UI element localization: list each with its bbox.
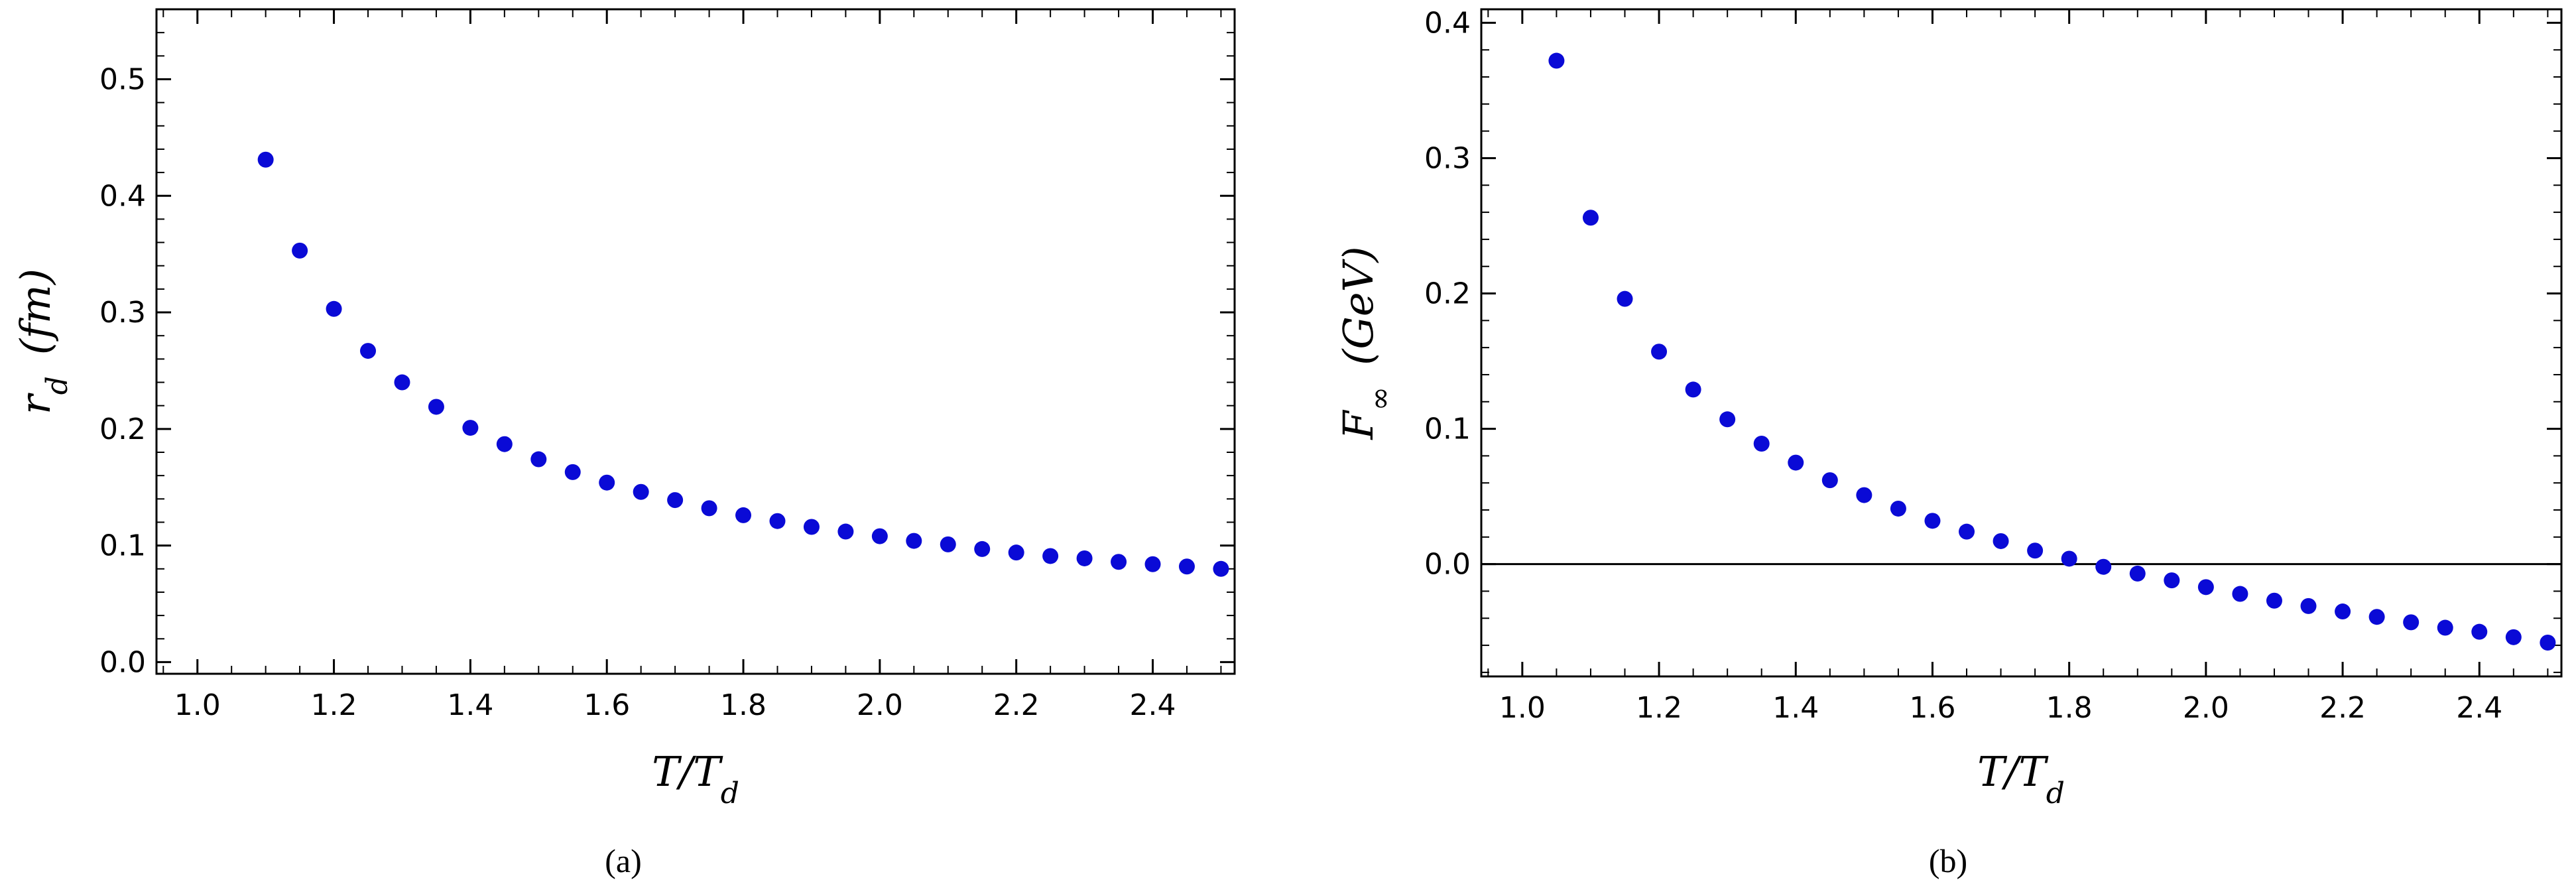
x-tick-label: 2.2 — [2319, 691, 2366, 725]
y-axis-label: rd (fm) — [11, 269, 74, 414]
data-point — [1890, 500, 1906, 517]
data-point — [837, 523, 854, 540]
data-point — [2095, 558, 2112, 575]
data-point — [769, 513, 786, 529]
data-point — [2437, 619, 2453, 636]
x-tick-label: 1.4 — [1772, 691, 1819, 725]
y-tick-label: 0.4 — [99, 179, 146, 213]
x-axis-label: T/Td — [1977, 747, 2065, 810]
data-point — [326, 300, 342, 317]
data-point — [1144, 556, 1161, 572]
x-tick-label: 1.8 — [720, 688, 767, 722]
data-point — [428, 399, 444, 415]
y-tick-label: 0.5 — [99, 62, 146, 96]
data-point — [394, 374, 410, 391]
panel-b: 1.0 1.2 1.4 1.6 1.8 2.0 2.2 2.4 0.0 0.1 0.2 0.3 0.4 T… — [1334, 6, 2563, 879]
y-tick-label: 0.0 — [99, 645, 146, 679]
x-tick-label: 2.0 — [2183, 691, 2229, 725]
data-point — [1582, 210, 1599, 226]
data-point — [803, 519, 820, 535]
data-point — [1788, 454, 1804, 471]
data-point — [701, 500, 717, 517]
data-point — [2061, 550, 2077, 567]
data-point — [974, 540, 991, 557]
x-tick-label: 1.8 — [2046, 691, 2093, 725]
data-point — [2300, 598, 2317, 614]
data-point — [530, 451, 547, 468]
y-tick-label: 0.3 — [99, 296, 146, 330]
data-point — [1076, 550, 1093, 566]
data-point — [735, 507, 752, 523]
data-point — [2266, 592, 2282, 609]
x-tick-label: 1.6 — [583, 688, 630, 722]
panel-caption: (a) — [605, 842, 642, 879]
data-point — [599, 474, 615, 491]
data-point — [2197, 579, 2214, 596]
data-point — [2540, 634, 2556, 651]
x-axis-label: T/Td — [652, 747, 739, 810]
data-point — [1993, 533, 2009, 549]
x-tick-label: 2.2 — [993, 688, 1040, 722]
data-point — [1719, 411, 1736, 428]
data-point — [2335, 603, 2351, 620]
data-point — [462, 420, 479, 436]
plot-frame — [1480, 8, 2563, 678]
data-point — [1959, 523, 1975, 540]
data-point — [2471, 623, 2488, 640]
data-point — [496, 436, 513, 452]
y-tick-label: 0.1 — [99, 529, 146, 563]
data-point — [292, 242, 308, 259]
data-point — [1617, 290, 1633, 307]
data-point — [2403, 614, 2420, 631]
x-tick-label: 2.4 — [2456, 691, 2502, 725]
data-point — [906, 533, 922, 549]
data-point — [1008, 544, 1024, 561]
data-point — [1753, 436, 1770, 452]
x-tick-label: 1.0 — [174, 688, 221, 722]
x-tick-label: 2.0 — [857, 688, 903, 722]
x-tick-label: 1.0 — [1499, 691, 1546, 725]
data-point — [1178, 558, 1195, 575]
data-point — [1111, 554, 1127, 570]
x-tick-label: 2.4 — [1130, 688, 1176, 722]
data-point — [1651, 344, 1668, 360]
data-point — [871, 528, 888, 544]
panel-a: 1.0 1.2 1.4 1.6 1.8 2.0 2.2 2.4 0.0 0.1 0.2 0.3 0.4 0… — [11, 8, 1236, 879]
y-axis-label: F∞ (GeV) — [1334, 246, 1397, 440]
data-point — [1042, 548, 1059, 564]
x-tick-label: 1.2 — [1636, 691, 1682, 725]
data-point — [2505, 629, 2522, 645]
data-point — [1548, 52, 1565, 69]
y-tick-label: 0.2 — [99, 412, 146, 446]
data-point — [1821, 472, 1838, 489]
y-tick-label: 0.0 — [1424, 548, 1471, 582]
y-tick-label: 0.1 — [1424, 412, 1471, 446]
data-point — [360, 343, 377, 359]
x-tick-label: 1.6 — [1909, 691, 1955, 725]
data-point — [1685, 381, 1701, 398]
data-point — [564, 464, 581, 480]
x-tick-label: 1.4 — [447, 688, 493, 722]
data-point — [2368, 609, 2385, 625]
data-point — [1856, 487, 1872, 503]
data-point — [2129, 565, 2146, 582]
data-point — [1924, 513, 1941, 529]
data-point — [2232, 586, 2248, 602]
data-point — [1213, 560, 1229, 577]
data-point — [940, 536, 956, 552]
x-tick-label: 1.2 — [311, 688, 357, 722]
y-tick-label: 0.2 — [1424, 277, 1471, 311]
data-point — [2164, 572, 2180, 589]
panel-caption: (b) — [1929, 842, 1967, 879]
data-point — [2027, 542, 2044, 559]
data-point — [667, 492, 684, 509]
plot-frame — [155, 8, 1236, 675]
y-tick-label: 0.4 — [1424, 6, 1471, 40]
data-point — [633, 483, 649, 500]
y-tick-label: 0.3 — [1424, 141, 1471, 175]
data-point — [257, 151, 274, 168]
